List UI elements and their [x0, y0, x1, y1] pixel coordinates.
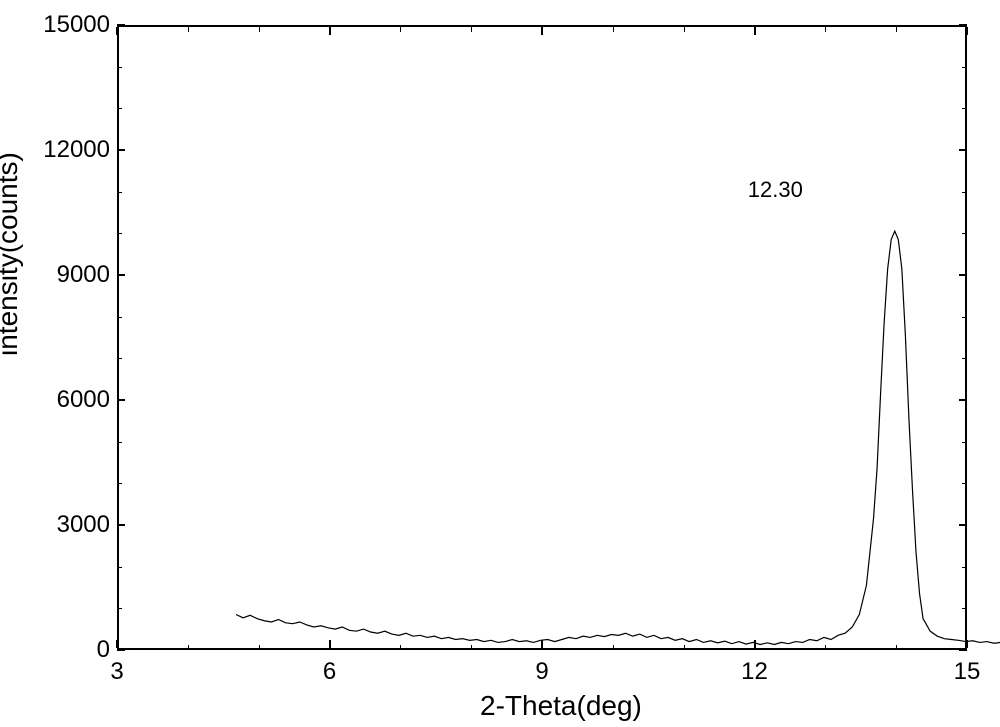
y-tick-label: 6000	[57, 386, 110, 414]
y-tick-label: 15000	[43, 11, 110, 39]
x-tick-label: 9	[535, 658, 548, 686]
x-axis-label: 2-Theta(deg)	[480, 690, 642, 722]
y-tick-label: 0	[97, 636, 110, 664]
x-tick-label: 12	[741, 658, 768, 686]
y-tick-label: 12000	[43, 136, 110, 164]
xrd-chart: intensity(counts) 2-Theta(deg) 0 3000 6000…	[0, 0, 1000, 727]
data-line	[236, 52, 1000, 677]
y-axis-label: intensity(counts)	[0, 152, 24, 356]
y-tick-label: 3000	[57, 511, 110, 539]
x-tick-label: 3	[110, 658, 123, 686]
plot-area	[117, 25, 967, 650]
peak-annotation: 12.30	[748, 177, 803, 203]
y-tick-label: 9000	[57, 261, 110, 289]
x-tick-label: 15	[954, 658, 981, 686]
x-tick-label: 6	[323, 658, 336, 686]
